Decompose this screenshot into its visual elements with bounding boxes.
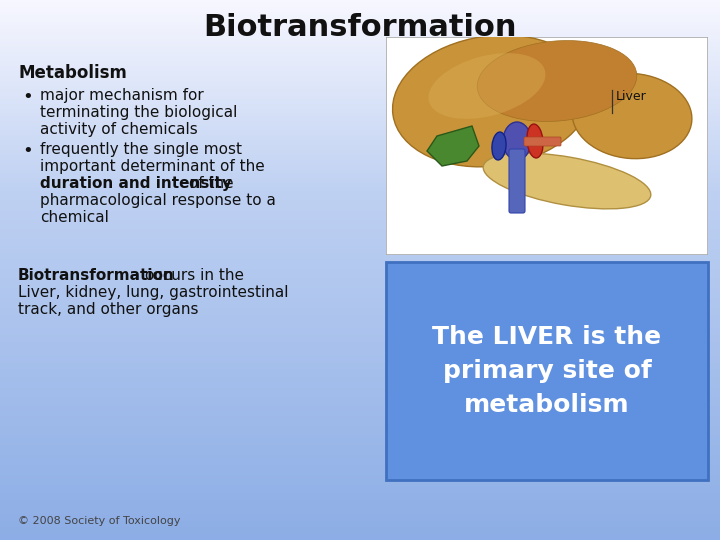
Text: Liver, kidney, lung, gastrointestinal: Liver, kidney, lung, gastrointestinal bbox=[18, 285, 289, 300]
Ellipse shape bbox=[527, 124, 543, 158]
Ellipse shape bbox=[392, 35, 591, 167]
Text: important determinant of the: important determinant of the bbox=[40, 159, 265, 174]
FancyBboxPatch shape bbox=[386, 37, 708, 255]
Text: •: • bbox=[22, 88, 32, 106]
FancyBboxPatch shape bbox=[386, 262, 708, 480]
Ellipse shape bbox=[428, 53, 546, 119]
Text: occurs in the: occurs in the bbox=[140, 268, 244, 283]
Polygon shape bbox=[427, 126, 479, 166]
Text: © 2008 Society of Toxicology: © 2008 Society of Toxicology bbox=[18, 516, 181, 526]
FancyBboxPatch shape bbox=[524, 137, 561, 146]
Ellipse shape bbox=[477, 40, 636, 122]
FancyBboxPatch shape bbox=[509, 149, 525, 213]
Text: duration and intensity: duration and intensity bbox=[40, 176, 232, 191]
Ellipse shape bbox=[572, 73, 692, 159]
Text: Metabolism: Metabolism bbox=[18, 64, 127, 82]
Ellipse shape bbox=[483, 153, 651, 209]
Text: Liver: Liver bbox=[616, 90, 647, 103]
Text: •: • bbox=[22, 142, 32, 160]
Text: track, and other organs: track, and other organs bbox=[18, 302, 199, 317]
Text: chemical: chemical bbox=[40, 210, 109, 225]
Ellipse shape bbox=[492, 132, 506, 160]
Text: pharmacological response to a: pharmacological response to a bbox=[40, 193, 276, 208]
Text: activity of chemicals: activity of chemicals bbox=[40, 122, 198, 137]
Text: Biotransformation: Biotransformation bbox=[203, 12, 517, 42]
Text: Biotransformation: Biotransformation bbox=[18, 268, 175, 283]
Text: major mechanism for: major mechanism for bbox=[40, 88, 204, 103]
Ellipse shape bbox=[503, 122, 531, 160]
Text: terminating the biological: terminating the biological bbox=[40, 105, 238, 120]
Text: frequently the single most: frequently the single most bbox=[40, 142, 242, 157]
Text: of the: of the bbox=[184, 176, 233, 191]
Text: The LIVER is the
primary site of
metabolism: The LIVER is the primary site of metabol… bbox=[433, 325, 662, 417]
